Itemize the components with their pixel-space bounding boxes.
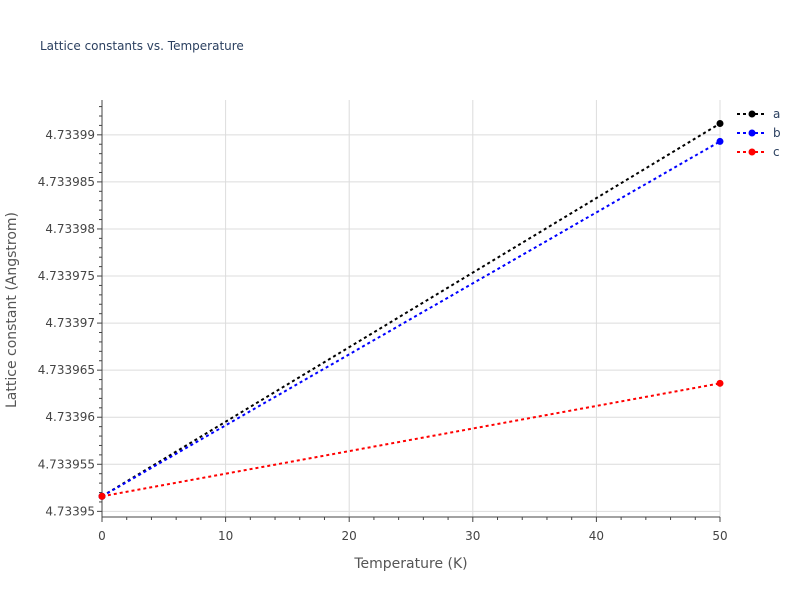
- grid-layer: [102, 100, 721, 517]
- x-tick-label: 0: [98, 529, 106, 543]
- x-tick-label: 30: [465, 529, 480, 543]
- legend-label-a: a: [773, 107, 780, 121]
- y-tick-label: 4.73395: [45, 504, 95, 518]
- y-tick-label: 4.73396: [45, 410, 95, 424]
- x-tick-label: 20: [342, 529, 357, 543]
- series-line-a[interactable]: [101, 122, 721, 498]
- legend-label-b: b: [773, 126, 781, 140]
- y-tick-label: 4.733985: [38, 175, 95, 189]
- ticks-layer: 0 10 20 30 40 50 4.73395 4.733955 4.73396 4.73396…: [38, 128, 728, 543]
- x-tick-label: 50: [712, 529, 727, 543]
- legend-item-a[interactable]: a: [737, 107, 780, 121]
- y-axis-title: Lattice constant (Angstrom): [4, 212, 20, 408]
- chart-title: Lattice constants vs. Temperature: [40, 39, 244, 53]
- legend-marker-a: [748, 110, 756, 118]
- legend-item-c[interactable]: c: [737, 145, 780, 159]
- x-tick-label: 40: [589, 529, 604, 543]
- legend-marker-c: [748, 148, 756, 156]
- y-tick-label: 4.733965: [38, 363, 95, 377]
- axes-layer: [97, 100, 721, 522]
- series-line-b[interactable]: [101, 140, 721, 498]
- legend[interactable]: abc: [737, 107, 781, 159]
- x-tick-label: 10: [218, 529, 233, 543]
- y-tick-label: 4.733955: [38, 457, 95, 471]
- y-tick-label: 4.73397: [45, 316, 95, 330]
- y-tick-label: 4.73398: [45, 222, 95, 236]
- legend-item-b[interactable]: b: [737, 126, 781, 140]
- y-tick-label: 4.73399: [45, 128, 95, 142]
- data-point-c[interactable]: [98, 492, 106, 500]
- legend-marker-b: [748, 129, 756, 137]
- series-line-c[interactable]: [101, 382, 721, 498]
- series-layer: [98, 120, 724, 500]
- data-point-c[interactable]: [716, 379, 724, 387]
- data-point-b[interactable]: [716, 137, 724, 145]
- y-tick-label: 4.733975: [38, 269, 95, 283]
- legend-label-c: c: [773, 145, 780, 159]
- x-axis-title: Temperature (K): [353, 556, 467, 572]
- data-point-a[interactable]: [716, 120, 724, 128]
